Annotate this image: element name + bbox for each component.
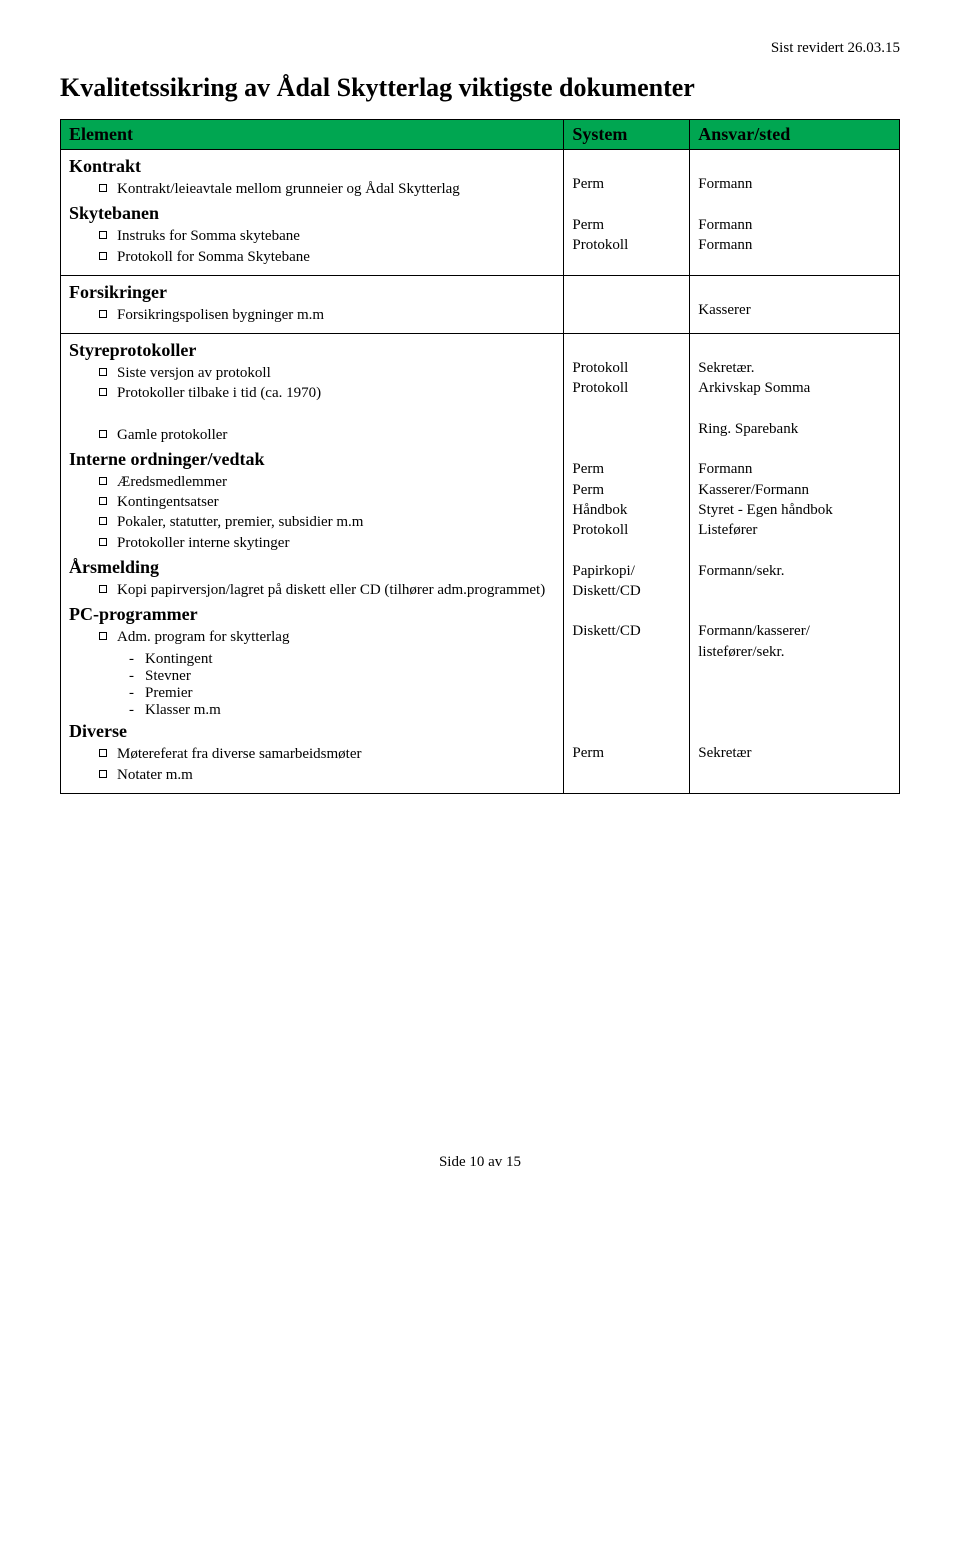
system-cell: Perm Perm Protokoll [564,150,690,276]
ansvar-value: Kasserer/Formann [698,480,891,500]
system-value: Diskett/CD [572,621,681,641]
list-item: Pokaler, statutter, premier, subsidier m… [99,512,555,532]
list-item: Forsikringspolisen bygninger m.m [99,305,555,325]
table-row: Forsikringer Forsikringspolisen bygninge… [61,275,900,333]
element-cell: Styreprotokoller Siste versjon av protok… [61,334,564,794]
list-item: Kopi papirversjon/lagret på diskett elle… [99,580,555,600]
ansvar-value: Ring. Sparebank [698,419,891,439]
ansvar-value: Formann/kasserer/ [698,621,891,641]
system-value: Protokoll [572,378,681,398]
system-cell: Protokoll Protokoll Perm Perm Håndbok Pr… [564,334,690,794]
system-value: Protokoll [572,235,681,255]
dash-item: Kontingent [129,651,555,668]
page-footer: Side 10 av 15 [60,1154,900,1171]
ansvar-value: Formann [698,215,891,235]
section-interne: Interne ordninger/vedtak [69,449,555,470]
section-kontrakt: Kontrakt [69,156,555,177]
system-value: Papirkopi/ [572,561,681,581]
ansvar-cell: Kasserer [690,275,900,333]
system-cell [564,275,690,333]
table-header-row: Element System Ansvar/sted [61,120,900,150]
list-item: Æredsmedlemmer [99,472,555,492]
ansvar-value: listefører/sekr. [698,642,891,662]
system-value: Håndbok [572,500,681,520]
dash-label: Premier [145,685,192,701]
list-item: Protokoller interne skytinger [99,533,555,553]
list-item: Kontrakt/leieavtale mellom grunneier og … [99,179,555,199]
table-row: Styreprotokoller Siste versjon av protok… [61,334,900,794]
list-item: Kontingentsatser [99,492,555,512]
ansvar-value: Styret - Egen håndbok [698,500,891,520]
section-forsikringer: Forsikringer [69,282,555,303]
ansvar-value: Formann [698,174,891,194]
system-value: Perm [572,480,681,500]
dash-item: Premier [129,685,555,702]
system-value: Perm [572,743,681,763]
main-table: Element System Ansvar/sted Kontrakt Kont… [60,119,900,794]
system-value: Perm [572,174,681,194]
ansvar-value: Arkivskap Somma [698,378,891,398]
dash-label: Kontingent [145,651,213,667]
list-item: Adm. program for skytterlag [99,627,555,647]
table-row: Kontrakt Kontrakt/leieavtale mellom grun… [61,150,900,276]
list-item: Protokoll for Somma Skytebane [99,247,555,267]
system-value: Protokoll [572,520,681,540]
ansvar-value: Sekretær [698,743,891,763]
list-item: Instruks for Somma skytebane [99,226,555,246]
list-item: Gamle protokoller [99,425,555,445]
dash-label: Klasser m.m [145,702,221,718]
system-value: Diskett/CD [572,581,681,601]
page-title: Kvalitetssikring av Ådal Skytterlag vikt… [60,73,900,103]
ansvar-value: Formann/sekr. [698,561,891,581]
section-skytebanen: Skytebanen [69,203,555,224]
col-element: Element [61,120,564,150]
ansvar-value: Formann [698,459,891,479]
list-item: Notater m.m [99,765,555,785]
dash-item: Stevner [129,668,555,685]
section-diverse: Diverse [69,721,555,742]
system-value: Perm [572,459,681,479]
element-cell: Kontrakt Kontrakt/leieavtale mellom grun… [61,150,564,276]
ansvar-value: Kasserer [698,300,891,320]
dash-item: Klasser m.m [129,702,555,719]
col-system: System [564,120,690,150]
element-cell: Forsikringer Forsikringspolisen bygninge… [61,275,564,333]
revision-date: Sist revidert 26.03.15 [60,40,900,57]
ansvar-cell: Sekretær. Arkivskap Somma Ring. Spareban… [690,334,900,794]
ansvar-value: Listefører [698,520,891,540]
ansvar-value: Formann [698,235,891,255]
section-styreprotokoller: Styreprotokoller [69,340,555,361]
system-value: Perm [572,215,681,235]
section-arsmelding: Årsmelding [69,557,555,578]
col-ansvar: Ansvar/sted [690,120,900,150]
ansvar-value: Sekretær. [698,358,891,378]
ansvar-cell: Formann Formann Formann [690,150,900,276]
list-item: Siste versjon av protokoll [99,363,555,383]
section-pc: PC-programmer [69,604,555,625]
list-item: Møtereferat fra diverse samarbeidsmøter [99,744,555,764]
dash-label: Stevner [145,668,191,684]
system-value: Protokoll [572,358,681,378]
list-item: Protokoller tilbake i tid (ca. 1970) [99,383,555,403]
